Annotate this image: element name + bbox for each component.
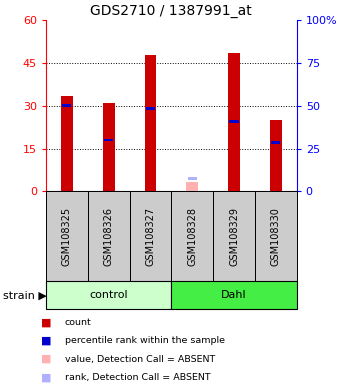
- Text: GSM108330: GSM108330: [271, 207, 281, 266]
- Bar: [229, 120, 238, 123]
- Bar: [188, 177, 197, 180]
- Text: percentile rank within the sample: percentile rank within the sample: [65, 336, 225, 345]
- Text: ■: ■: [41, 336, 51, 346]
- Bar: [46, 191, 88, 281]
- Text: ■: ■: [41, 354, 51, 364]
- Bar: [172, 191, 213, 281]
- Text: strain ▶: strain ▶: [3, 290, 47, 300]
- Bar: [255, 191, 297, 281]
- Bar: [146, 107, 155, 110]
- Text: ■: ■: [41, 372, 51, 382]
- Title: GDS2710 / 1387991_at: GDS2710 / 1387991_at: [90, 4, 252, 18]
- Text: rank, Detection Call = ABSENT: rank, Detection Call = ABSENT: [65, 373, 210, 382]
- Bar: [62, 104, 71, 107]
- Bar: [213, 191, 255, 281]
- Bar: [145, 55, 156, 191]
- Bar: [104, 139, 113, 141]
- Text: value, Detection Call = ABSENT: value, Detection Call = ABSENT: [65, 354, 215, 364]
- Text: control: control: [89, 290, 128, 300]
- Text: ■: ■: [41, 317, 51, 327]
- Bar: [103, 103, 115, 191]
- Text: Dahl: Dahl: [221, 290, 247, 300]
- Bar: [228, 53, 240, 191]
- Bar: [46, 281, 171, 309]
- Bar: [270, 120, 282, 191]
- Bar: [172, 281, 297, 309]
- Text: GSM108327: GSM108327: [146, 207, 155, 266]
- Text: GSM108328: GSM108328: [187, 207, 197, 266]
- Bar: [187, 182, 198, 191]
- Text: GSM108329: GSM108329: [229, 207, 239, 266]
- Bar: [130, 191, 171, 281]
- Bar: [271, 141, 280, 144]
- Bar: [61, 96, 73, 191]
- Text: GSM108326: GSM108326: [104, 207, 114, 266]
- Text: count: count: [65, 318, 91, 327]
- Bar: [88, 191, 130, 281]
- Text: GSM108325: GSM108325: [62, 207, 72, 266]
